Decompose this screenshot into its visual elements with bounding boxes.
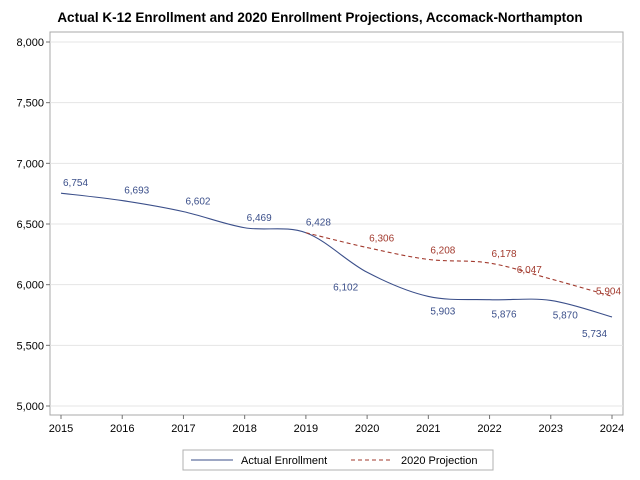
data-label-actual-enrollment: 6,693: [124, 186, 149, 197]
legend-label-2020-projection: 2020 Projection: [401, 455, 477, 467]
data-label-actual-enrollment: 6,754: [63, 178, 88, 189]
y-tick-label: 8,000: [16, 37, 44, 49]
data-label-actual-enrollment: 5,876: [492, 310, 517, 321]
x-tick-label: 2019: [294, 423, 318, 435]
y-tick-label: 5,000: [16, 401, 44, 413]
x-tick-label: 2020: [355, 423, 379, 435]
data-label-actual-enrollment: 5,870: [553, 310, 578, 321]
data-labels: 6,754 6,693 6,602 6,469 6,428 6,102 5,903 5,876…: [63, 178, 621, 340]
x-tick-label: 2022: [477, 423, 501, 435]
x-tick-label: 2015: [49, 423, 73, 435]
x-tick-label: 2021: [416, 423, 440, 435]
x-tick-label: 2017: [171, 423, 195, 435]
data-label-actual-enrollment: 6,428: [306, 218, 331, 229]
data-label-actual-enrollment: 6,469: [247, 213, 272, 224]
x-tick-label: 2023: [539, 423, 563, 435]
series-line-2020-projection: [305, 232, 613, 297]
x-tick-label: 2016: [110, 423, 134, 435]
data-label-2020-projection: 6,306: [369, 234, 394, 245]
data-label-2020-projection: 6,208: [430, 245, 455, 256]
y-tick-label: 6,000: [16, 280, 44, 292]
data-label-actual-enrollment: 6,602: [185, 197, 210, 208]
data-label-2020-projection: 5,904: [596, 286, 621, 297]
series: [60, 192, 613, 318]
y-tick-label: 7,000: [16, 158, 44, 170]
legend-label-actual-enrollment: Actual Enrollment: [241, 455, 327, 467]
data-label-actual-enrollment: 5,734: [582, 329, 607, 340]
chart-title: Actual K-12 Enrollment and 2020 Enrollme…: [57, 10, 583, 25]
data-label-actual-enrollment: 6,102: [333, 282, 358, 293]
data-label-2020-projection: 6,178: [492, 249, 517, 260]
y-tick-label: 5,500: [16, 340, 44, 352]
gridlines: [50, 41, 623, 407]
x-tick-label: 2018: [232, 423, 256, 435]
series-line-actual-enrollment: [60, 192, 613, 318]
legend: Actual Enrollment 2020 Projection: [182, 449, 494, 471]
y-tick-label: 6,500: [16, 219, 44, 231]
y-tick-label: 7,500: [16, 98, 44, 110]
data-label-actual-enrollment: 5,903: [430, 306, 455, 317]
legend-box: [182, 449, 494, 471]
x-tick-label: 2024: [600, 423, 624, 435]
axes: 5,000 5,500 6,000 6,500 7,000 7,500 8,000 2015 2…: [16, 37, 624, 435]
data-label-2020-projection: 6,047: [517, 265, 542, 276]
